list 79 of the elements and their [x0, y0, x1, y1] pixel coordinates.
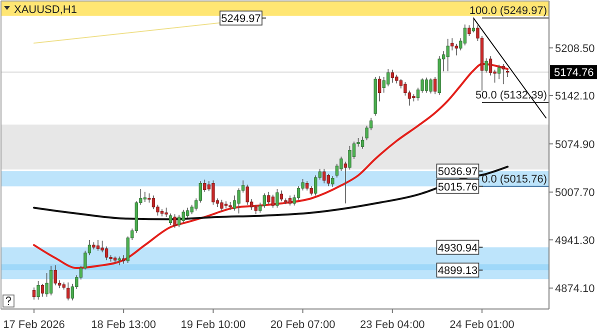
candlestick: [424, 77, 428, 94]
candlestick: [360, 136, 364, 150]
annotation: 5036.97: [438, 166, 478, 178]
candlestick: [314, 174, 318, 196]
candlestick: [32, 287, 36, 300]
candlestick: [96, 240, 100, 252]
candlestick: [212, 180, 215, 206]
candlestick: [404, 82, 407, 96]
candlestick: [262, 192, 266, 208]
candlestick: [45, 272, 48, 298]
candlestick: [168, 213, 172, 226]
candlestick: [450, 38, 454, 51]
annotation: 4930.94: [438, 242, 478, 254]
y-tick-label: 5074.90: [555, 138, 595, 151]
candlestick: [104, 246, 108, 261]
y-tick-label: 5142.10: [555, 90, 595, 103]
candlestick: [40, 283, 44, 298]
candlestick: [348, 146, 352, 170]
candlestick: [488, 56, 492, 76]
candlestick: [344, 161, 348, 204]
candlestick: [280, 190, 284, 202]
x-tick-label: 17 Feb 2026: [3, 319, 65, 331]
ref-line-label: 100.0 (5249.97): [469, 5, 547, 18]
candlestick: [276, 188, 279, 208]
candlestick: [267, 191, 270, 205]
candlestick: [152, 195, 156, 210]
x-tick-label: 18 Feb 13:00: [91, 319, 156, 331]
ref-line-label: 5174.76: [554, 67, 594, 80]
candlestick: [296, 186, 300, 200]
candlestick: [463, 24, 467, 46]
candlestick: [143, 191, 147, 202]
candlestick: [497, 64, 501, 80]
candlestick: [66, 282, 70, 301]
annotation: 5015.76: [438, 181, 478, 194]
candlestick: [148, 192, 151, 204]
candlestick: [254, 204, 258, 215]
candlestick: [399, 78, 403, 89]
candlestick: [331, 176, 334, 188]
candlestick: [472, 18, 476, 33]
candlestick: [454, 43, 458, 56]
candlestick: [220, 199, 224, 212]
x-tick-label: 20 Feb 07:00: [270, 319, 336, 331]
candlestick: [340, 156, 343, 172]
annotation: 4899.13: [438, 265, 478, 278]
candlestick: [433, 76, 437, 95]
x-tick-label: 23 Feb 04:00: [360, 319, 425, 331]
candlestick: [506, 69, 510, 78]
annotation: 5249.97: [221, 13, 261, 26]
candlestick: [429, 78, 432, 94]
candlestick: [305, 180, 309, 191]
y-tick-label: 4874.10: [555, 283, 595, 296]
candlestick: [446, 38, 450, 72]
candlestick: [177, 214, 181, 228]
candlestick: [502, 64, 505, 85]
x-tick-label: 19 Feb 10:00: [180, 319, 246, 331]
ref-line-label: 0.0 (5015.76): [482, 173, 547, 186]
chart-title: XAUUSD,H1: [14, 4, 77, 16]
candlestick: [224, 200, 228, 209]
candlestick: [468, 24, 471, 36]
candlestick: [173, 214, 176, 228]
candlestick: [164, 207, 168, 218]
candlestick: [182, 209, 185, 224]
candlestick: [288, 195, 292, 206]
candlestick: [310, 186, 313, 196]
candlestick: [326, 174, 330, 187]
y-tick-label: 4941.30: [555, 234, 595, 247]
x-tick-label: 24 Feb 01:00: [450, 319, 514, 331]
candlestick: [54, 264, 57, 286]
y-tick-label: 5007.70: [555, 187, 595, 200]
candlestick: [484, 58, 488, 74]
candlestick: [237, 188, 240, 214]
candlestick: [271, 194, 275, 208]
candlestick: [36, 280, 40, 300]
y-tick-label: 5208.50: [555, 42, 595, 55]
candlestick: [246, 184, 249, 206]
candlestick: [49, 265, 53, 296]
candlestick: [322, 168, 326, 184]
candlestick: [203, 179, 206, 192]
candlestick: [378, 76, 382, 102]
